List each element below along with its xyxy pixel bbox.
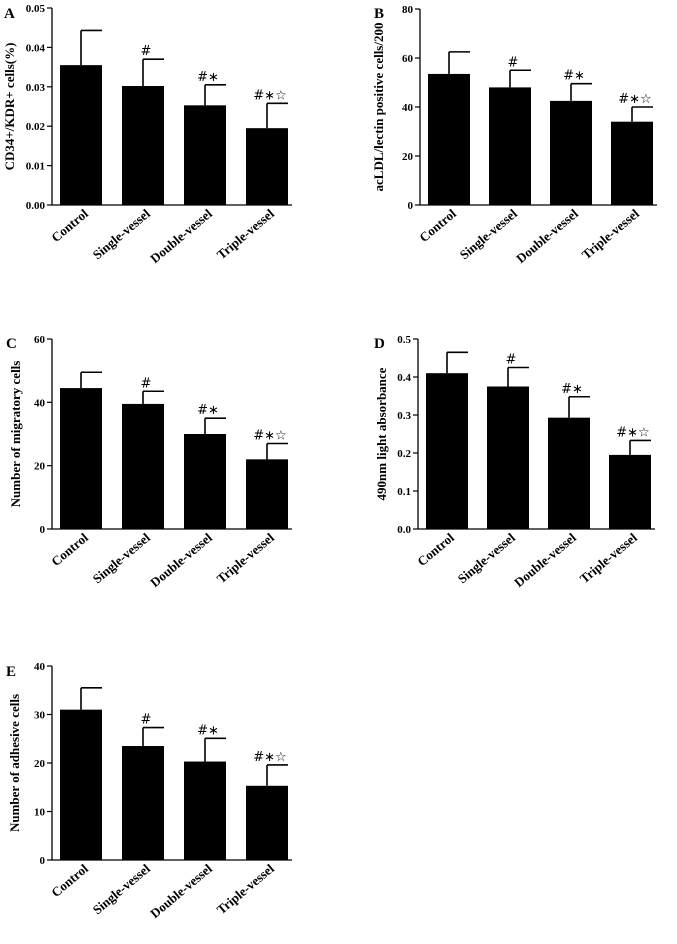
panel-letter: D [374, 336, 385, 352]
significance-label: #∗ [197, 403, 219, 418]
category-label: Double-vessel [147, 206, 215, 266]
bar [122, 746, 164, 860]
panel-letter: E [6, 664, 16, 680]
category-label: Double-vessel [147, 530, 215, 590]
y-tick-label: 0.01 [26, 161, 45, 173]
bar [246, 128, 288, 205]
category-label: Control [48, 861, 91, 900]
significance-label: #∗☆ [253, 750, 286, 765]
y-axis-label: Number of adhesive cells [7, 694, 22, 832]
category-label: Double-vessel [511, 530, 579, 590]
y-tick-label: 0.04 [26, 42, 46, 54]
significance-label: #∗☆ [253, 429, 286, 444]
bar [246, 459, 288, 529]
y-tick-label: 0 [408, 200, 414, 212]
y-tick-label: 0.4 [397, 372, 411, 384]
panel-d: D 0.0 0.1 0.2 0.3 0.4 0.5 490nm light absorbanc… [374, 334, 655, 590]
category-label: Triple-vessel [577, 530, 640, 587]
significance-label: #∗☆ [616, 425, 649, 440]
y-tick-label: 0.00 [26, 200, 46, 212]
bar [184, 434, 226, 529]
y-tick-label: 0.5 [397, 334, 411, 346]
category-label: Single-vessel [90, 206, 154, 263]
y-tick-label: 0.0 [397, 524, 411, 536]
category-label: Triple-vessel [214, 861, 277, 918]
category-label: Single-vessel [90, 530, 154, 587]
category-label: Control [414, 530, 457, 569]
y-tick-label: 0.02 [26, 121, 46, 133]
category-label: Single-vessel [455, 530, 519, 587]
y-tick-label: 0.1 [397, 486, 411, 498]
bar [489, 87, 531, 205]
significance-label: #∗ [197, 70, 219, 85]
y-tick-label: 20 [34, 461, 46, 473]
y-tick-label: 0 [40, 855, 46, 867]
category-label: Single-vessel [457, 206, 521, 263]
significance-label: #∗ [197, 723, 219, 738]
category-label: Triple-vessel [214, 530, 277, 587]
bar [246, 785, 288, 860]
bar [122, 86, 164, 205]
bar [550, 100, 592, 205]
category-label: Control [416, 206, 459, 245]
y-tick-label: 40 [34, 661, 46, 673]
y-tick-label: 0 [40, 524, 46, 536]
y-tick-label: 20 [402, 151, 414, 163]
category-label: Single-vessel [90, 861, 154, 918]
bar [60, 65, 102, 205]
significance-label: #∗☆ [618, 92, 651, 107]
bar [611, 121, 653, 205]
category-label: Triple-vessel [214, 206, 277, 263]
category-label: Double-vessel [513, 206, 581, 266]
category-label: Control [48, 206, 91, 245]
bar [426, 373, 468, 529]
bar [184, 761, 226, 860]
y-tick-label: 20 [34, 758, 46, 770]
y-tick-label: 10 [34, 807, 46, 819]
significance-label: #∗ [561, 382, 583, 397]
significance-label: # [508, 55, 519, 70]
y-tick-label: 0.03 [26, 82, 46, 94]
panel-b: B 0 20 40 60 80 acLDL/lectin positive cells/20… [371, 4, 657, 266]
y-axis-label: 490nm light absorbance [374, 367, 389, 500]
y-tick-label: 60 [34, 334, 46, 346]
significance-label: # [141, 376, 152, 391]
panel-letter: A [4, 6, 15, 22]
panel-e: E 0 10 20 30 40 Number of adhesive cells Contro… [6, 661, 292, 921]
panel-letter: C [6, 336, 17, 352]
significance-label: # [141, 44, 152, 59]
category-label: Control [48, 530, 91, 569]
category-label: Triple-vessel [579, 206, 642, 263]
bar [428, 73, 470, 205]
y-tick-label: 0.3 [397, 410, 411, 422]
bar [487, 386, 529, 529]
y-tick-label: 80 [402, 4, 414, 16]
y-axis-label: CD34+/KDR+ cells(%) [2, 43, 17, 171]
panel-a: A 0.00 0.01 0.02 0.03 0.04 0.05 CD34+/KDR+ cell… [2, 3, 292, 266]
y-tick-label: 30 [34, 710, 46, 722]
significance-label: # [506, 353, 517, 368]
bar [548, 417, 590, 529]
bar [609, 454, 651, 529]
y-axis-label: acLDL/lectin positive cells/200 [371, 23, 386, 192]
bar [122, 403, 164, 529]
category-label: Double-vessel [147, 861, 215, 921]
panel-c: C 0 20 40 60 Number of migratory cells Control… [6, 334, 292, 590]
significance-label: #∗ [563, 69, 585, 84]
bar [184, 105, 226, 205]
bar [60, 709, 102, 860]
y-tick-label: 0.2 [397, 448, 411, 460]
panel-letter: B [374, 6, 384, 22]
significance-label: #∗☆ [253, 88, 286, 103]
y-tick-label: 40 [34, 397, 46, 409]
y-axis-label: Number of migratory cells [8, 361, 23, 508]
bar [60, 388, 102, 529]
y-tick-label: 0.05 [26, 3, 46, 15]
y-tick-label: 40 [402, 102, 414, 114]
y-tick-label: 60 [402, 53, 414, 65]
significance-label: # [141, 713, 152, 728]
